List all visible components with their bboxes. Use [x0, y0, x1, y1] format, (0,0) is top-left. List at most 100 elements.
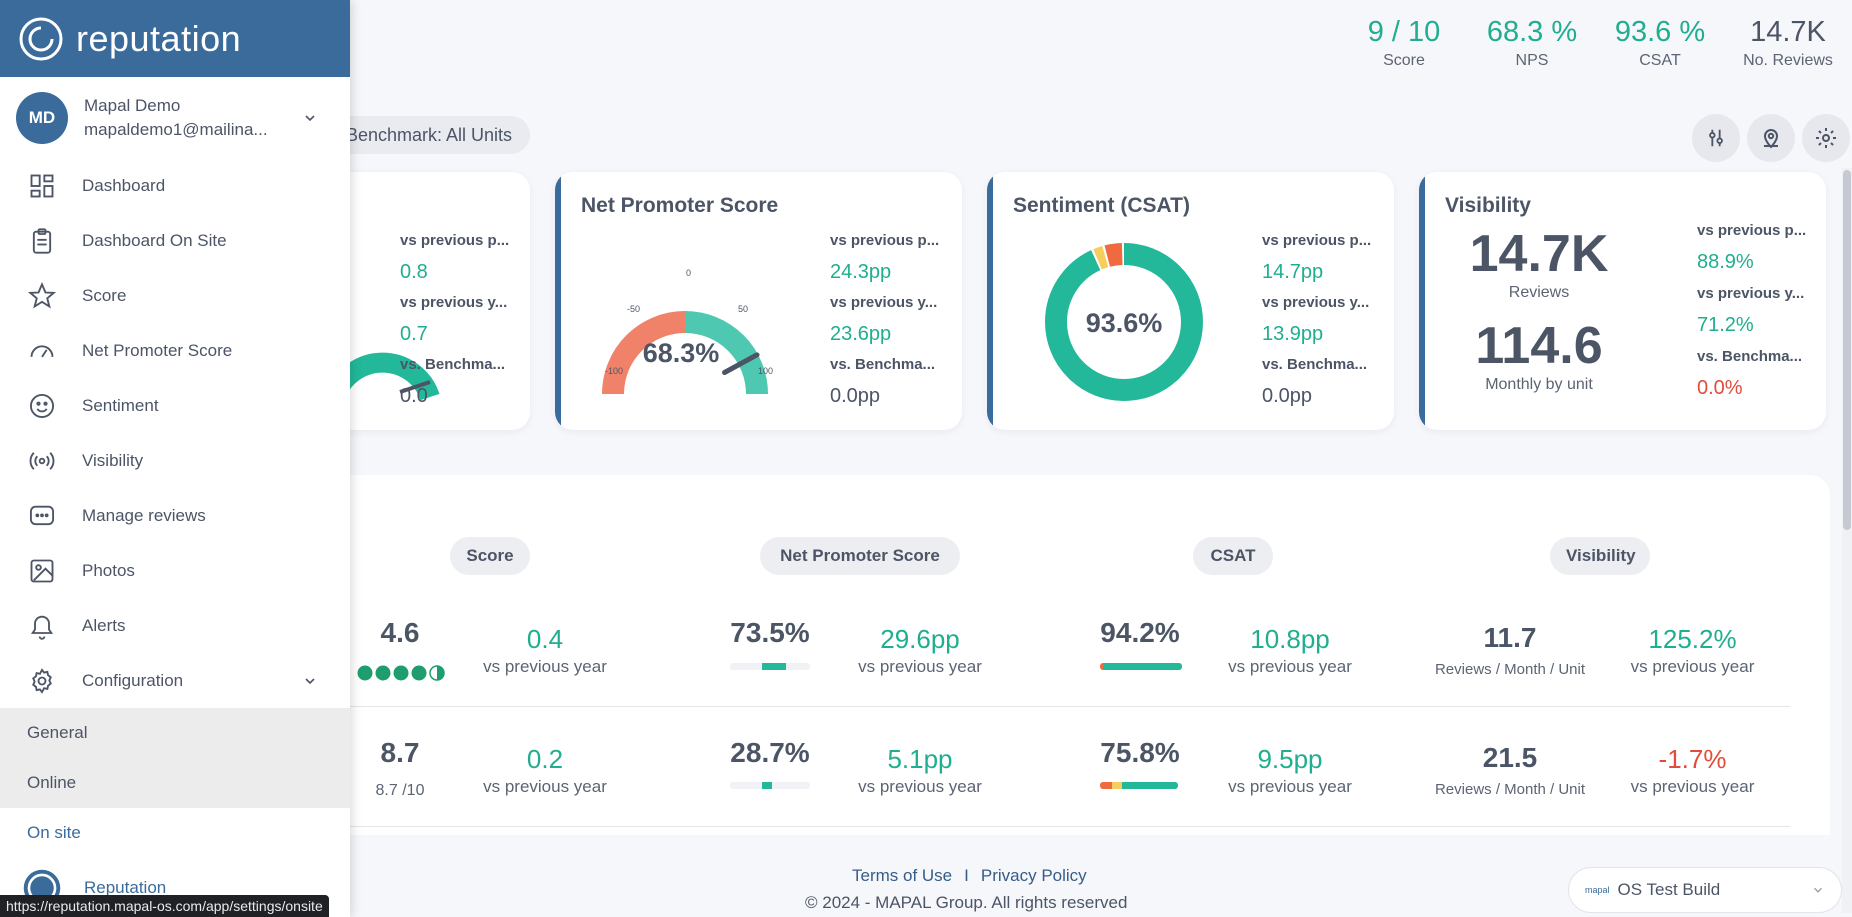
cmp-label: vs. Benchma... — [1697, 348, 1803, 365]
visibility-monthly-value: 114.6 — [1475, 317, 1603, 375]
card-title: Visibility — [1445, 194, 1531, 217]
visibility-reviews-label: Reviews — [1508, 284, 1570, 301]
change-label: vs previous year — [1630, 657, 1755, 676]
kpi-value: 14.7K — [1750, 16, 1826, 48]
column-header-csat[interactable]: CSAT — [1193, 537, 1273, 575]
filters-button[interactable] — [1692, 114, 1740, 162]
scrollbar-track[interactable] — [1842, 168, 1852, 913]
sidebar-item-dashboard[interactable]: Dashboard — [0, 158, 350, 213]
cmp-value: 0.8 — [400, 261, 428, 283]
privacy-link[interactable]: Privacy Policy — [980, 866, 1087, 885]
brand-name: reputation — [76, 17, 242, 59]
gauge-tick-label: -100 — [605, 366, 623, 376]
sidebar-item-nps[interactable]: Net Promoter Score — [0, 323, 350, 378]
csat-vs-prev-year: vs previous y... 13.9pp — [1262, 294, 1382, 346]
nps-gauge-detractor-arc — [602, 311, 686, 395]
csat-mini-bar — [1100, 782, 1178, 789]
config-sub-on-site[interactable]: On site — [0, 808, 350, 858]
score-vs-prev-period: vs previous p... 0.8 — [400, 232, 520, 284]
chat-icon — [29, 505, 55, 525]
score-vs-prev-year: vs previous y... 0.7 — [400, 294, 520, 346]
row-visibility-change: -1.7% vs previous year — [1610, 744, 1775, 797]
cmp-label: vs previous p... — [830, 232, 940, 249]
chevron-down-icon — [1814, 887, 1822, 893]
sidebar-item-configuration[interactable]: Configuration — [0, 653, 350, 708]
row-csat-change: 10.8pp vs previous year — [1210, 624, 1370, 677]
kpi-label: No. Reviews — [1743, 52, 1833, 69]
sidebar-item-label: Manage reviews — [82, 505, 206, 525]
scrollbar-thumb[interactable] — [1843, 170, 1851, 530]
row-visibility: 21.5 — [1482, 742, 1538, 773]
cmp-label: vs previous p... — [400, 232, 510, 249]
settings-button[interactable] — [1802, 114, 1850, 162]
kpi-value: 93.6 % — [1614, 16, 1706, 48]
bell-icon — [30, 615, 54, 640]
row-score: 8.7 — [380, 737, 420, 768]
row-visibility-sub: Reviews / Month / Unit — [1434, 661, 1586, 678]
user-menu[interactable]: MD Mapal Demo mapaldemo1@mailina... — [16, 90, 336, 146]
sidebar-item-label: Dashboard On Site — [82, 230, 227, 250]
sidebar-item-score[interactable]: Score — [0, 268, 350, 323]
sidebar-item-alerts[interactable]: Alerts — [0, 598, 350, 653]
change-value: 0.2 — [526, 744, 564, 774]
cmp-value: 23.6pp — [830, 323, 892, 345]
column-header-score[interactable]: Score — [450, 537, 530, 575]
top-kpi-reviews: 14.7K No. Reviews — [1724, 14, 1852, 70]
cmp-label: vs previous y... — [830, 294, 938, 311]
row-nps-change: 29.6pp vs previous year — [840, 624, 1000, 677]
row-nps: 73.5% — [730, 617, 810, 648]
sidebar-item-label: Visibility — [82, 450, 144, 470]
column-header-nps[interactable]: Net Promoter Score — [760, 537, 960, 575]
build-selector[interactable]: mapal OS Test Build — [1568, 867, 1842, 913]
score-stars — [357, 665, 445, 681]
mapal-logo-icon: mapal — [1585, 885, 1610, 895]
cmp-label: vs previous y... — [400, 294, 508, 311]
nps-gauge-needle — [722, 352, 760, 376]
nps-card[interactable]: Net Promoter Score -100 -50 0 50 100 68.… — [555, 172, 962, 430]
sidebar-item-sentiment[interactable]: Sentiment — [0, 378, 350, 433]
csat-card[interactable]: Sentiment (CSAT) 93.6% vs previous p... 1… — [987, 172, 1394, 430]
sidebar-item-label: Alerts — [82, 615, 126, 635]
cmp-label: vs previous y... — [1697, 285, 1805, 302]
column-header-visibility[interactable]: Visibility — [1550, 537, 1650, 575]
copyright: © 2024 - MAPAL Group. All rights reserve… — [805, 893, 1128, 912]
change-value: 10.8pp — [1250, 624, 1330, 654]
sidebar-item-visibility[interactable]: Visibility — [0, 433, 350, 488]
change-label: vs previous year — [483, 657, 607, 676]
row-csat: 94.2% — [1100, 617, 1180, 648]
change-value: 9.5pp — [1257, 744, 1323, 774]
gauge-icon — [30, 344, 54, 357]
brand-header[interactable]: reputation — [0, 0, 350, 77]
cmp-label: vs previous p... — [1697, 222, 1807, 239]
change-value: 0.4 — [526, 624, 564, 654]
footer-separator: I — [964, 866, 969, 885]
location-button[interactable] — [1747, 114, 1795, 162]
rating-half-dot-icon — [437, 666, 444, 680]
sidebar-item-photos[interactable]: Photos — [0, 543, 350, 598]
sidebar-item-manage-reviews[interactable]: Manage reviews — [0, 488, 350, 543]
sidebar-item-label: Score — [82, 285, 127, 305]
cmp-value: 0.0% — [1697, 377, 1743, 399]
visibility-monthly-label: Monthly by unit — [1485, 376, 1593, 393]
top-kpi-nps: 68.3 % NPS — [1468, 14, 1596, 70]
change-label: vs previous year — [1630, 777, 1755, 796]
terms-link[interactable]: Terms of Use — [852, 866, 953, 885]
kpi-value: 9 / 10 — [1367, 16, 1441, 48]
visibility-vs-prev-period: vs previous p... 88.9% — [1697, 222, 1817, 274]
sidebar-item-dashboard-on-site[interactable]: Dashboard On Site — [0, 213, 350, 268]
cmp-value: 0.7 — [400, 323, 428, 345]
rating-dot-icon — [357, 665, 373, 681]
config-sub-general[interactable]: General — [0, 708, 350, 758]
change-label: vs previous year — [858, 657, 982, 676]
sidebar: reputation MD Mapal Demo mapaldemo1@mail… — [0, 0, 350, 917]
csat-value: 93.6% — [1086, 308, 1163, 338]
change-label: vs previous year — [1228, 657, 1352, 676]
broadcast-icon — [29, 451, 55, 470]
row-csat: 75.8% — [1100, 737, 1180, 768]
visibility-card[interactable]: Visibility 14.7K Reviews 114.6 Monthly b… — [1419, 172, 1826, 430]
nps-vs-prev-year: vs previous y... 23.6pp — [830, 294, 950, 346]
status-url-tooltip: https://reputation.mapal-os.com/app/sett… — [0, 895, 329, 917]
row-divider — [345, 826, 1790, 827]
row-visibility-change: 125.2% vs previous year — [1610, 624, 1775, 677]
config-sub-online[interactable]: Online — [0, 758, 350, 808]
